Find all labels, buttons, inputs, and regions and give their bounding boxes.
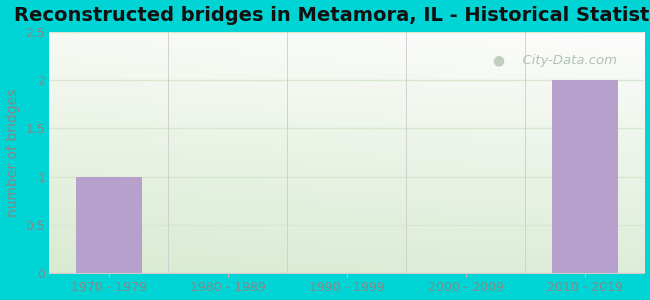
Text: City-Data.com: City-Data.com bbox=[514, 54, 616, 67]
Text: ●: ● bbox=[493, 54, 504, 68]
Y-axis label: number of bridges: number of bridges bbox=[6, 88, 20, 217]
Bar bbox=[76, 176, 142, 273]
Bar bbox=[552, 80, 618, 273]
Title: Reconstructed bridges in Metamora, IL - Historical Statistics: Reconstructed bridges in Metamora, IL - … bbox=[14, 6, 650, 25]
